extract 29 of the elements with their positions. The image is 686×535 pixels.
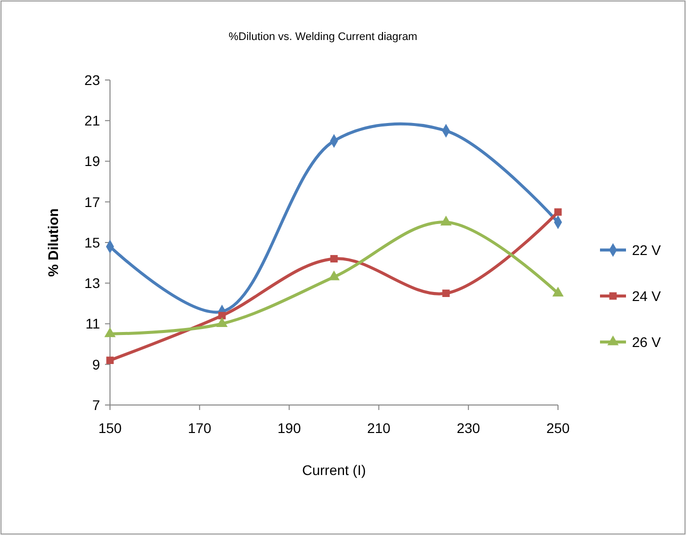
chart-title: %Dilution vs. Welding Current diagram [228,31,418,43]
x-axis-title: Current (I) [302,462,366,478]
legend-label: 24 V [632,288,662,304]
x-tick-label: 170 [188,420,212,436]
x-tick-label: 230 [456,420,480,436]
legend-label: 22 V [632,242,662,258]
y-tick-label: 13 [84,275,100,292]
point [442,290,450,297]
point [440,216,452,226]
y-tick-label: 23 [84,72,100,88]
point [330,255,338,262]
y-tick-label: 21 [84,112,100,129]
y-tick-label: 15 [84,234,100,250]
point [218,312,226,320]
point [216,317,228,328]
y-tick-label: 11 [85,316,100,332]
legend-label: 26 V [632,334,662,350]
y-tick-label: 7 [92,396,100,413]
point [552,286,564,297]
x-tick-label: 150 [98,420,122,436]
point [106,356,114,364]
x-tick-label: 250 [546,420,570,436]
point [104,327,116,338]
x-tick-label: 190 [278,420,302,436]
y-tick-label: 9 [92,356,100,372]
y-tick-label: 17 [84,194,100,210]
x-tick-label: 210 [367,420,391,436]
y-tick-label: 19 [84,153,100,170]
y-axis-title: % Dilution [45,208,61,277]
